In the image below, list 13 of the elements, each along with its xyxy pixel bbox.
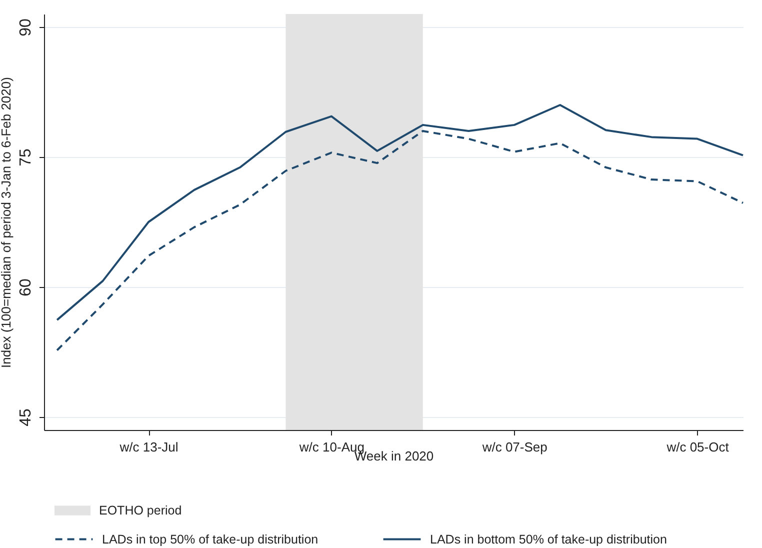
y-axis-title: Index (100=median of period 3-Jan to 6-Feb 2020) [0,77,14,368]
line-series [56,104,744,321]
legend-label: LADs in bottom 50% of take-up distribution [430,532,667,546]
x-tick-label: w/c 13-Jul [118,440,178,454]
legend-label: EOTHO period [99,504,182,518]
line-series [56,130,744,352]
y-tick-label: 60 [18,278,34,296]
y-tick-label: 45 [18,408,34,426]
legend-label: LADs in top 50% of take-up distribution [102,532,318,546]
x-tick-label: w/c 05-Oct [666,440,730,454]
y-tick-label: 75 [18,148,34,166]
y-tick-label: 90 [18,18,34,36]
x-tick-label: w/c 07-Sep [481,440,548,454]
